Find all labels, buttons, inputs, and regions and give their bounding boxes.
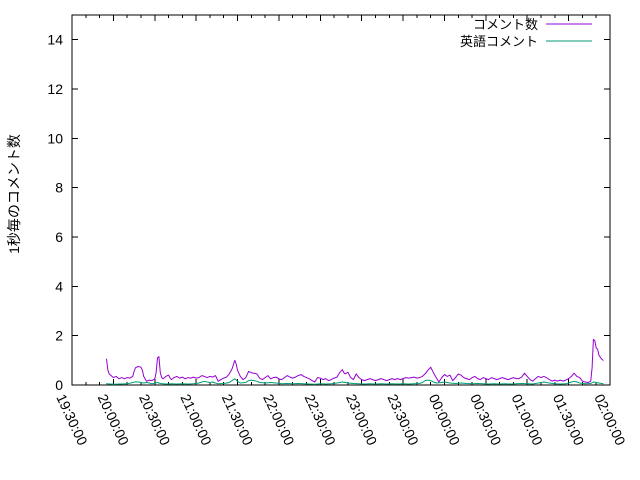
plot-border [71,14,611,386]
x-tick-label: 02:00:00 [591,392,629,448]
y-tick-label: 6 [55,229,63,245]
x-tick-label: 23:00:00 [343,392,381,448]
y-tick-label: 10 [47,130,63,146]
y-tick-label: 12 [47,81,63,97]
x-tick-label: 20:30:00 [136,392,174,448]
legend-label-english-comments: 英語コメント [460,34,538,49]
x-tick-label: 20:00:00 [95,392,133,448]
series-line-1 [106,378,604,385]
x-tick-label: 01:30:00 [550,392,588,448]
x-tick-label: 22:00:00 [260,392,298,448]
series-line-0 [106,338,604,383]
x-tick-label: 01:00:00 [509,392,547,448]
x-tick-label: 22:30:00 [302,392,340,448]
y-tick-label: 8 [55,180,63,196]
y-tick-label: 14 [47,32,63,48]
x-tick-label: 23:30:00 [384,392,422,448]
x-tick-label: 19:30:00 [53,392,91,448]
x-tick-label: 00:30:00 [467,392,505,448]
y-tick-label: 0 [55,377,63,393]
y-tick-label: 2 [55,328,63,344]
legend-label-comments: コメント数 [473,17,538,32]
x-tick-label: 21:30:00 [219,392,257,448]
x-tick-label: 21:00:00 [177,392,215,448]
data-series [106,338,604,385]
x-tick-label: 00:00:00 [426,392,464,448]
y-tick-label: 4 [55,278,63,294]
legend: コメント数 英語コメント [460,17,592,49]
